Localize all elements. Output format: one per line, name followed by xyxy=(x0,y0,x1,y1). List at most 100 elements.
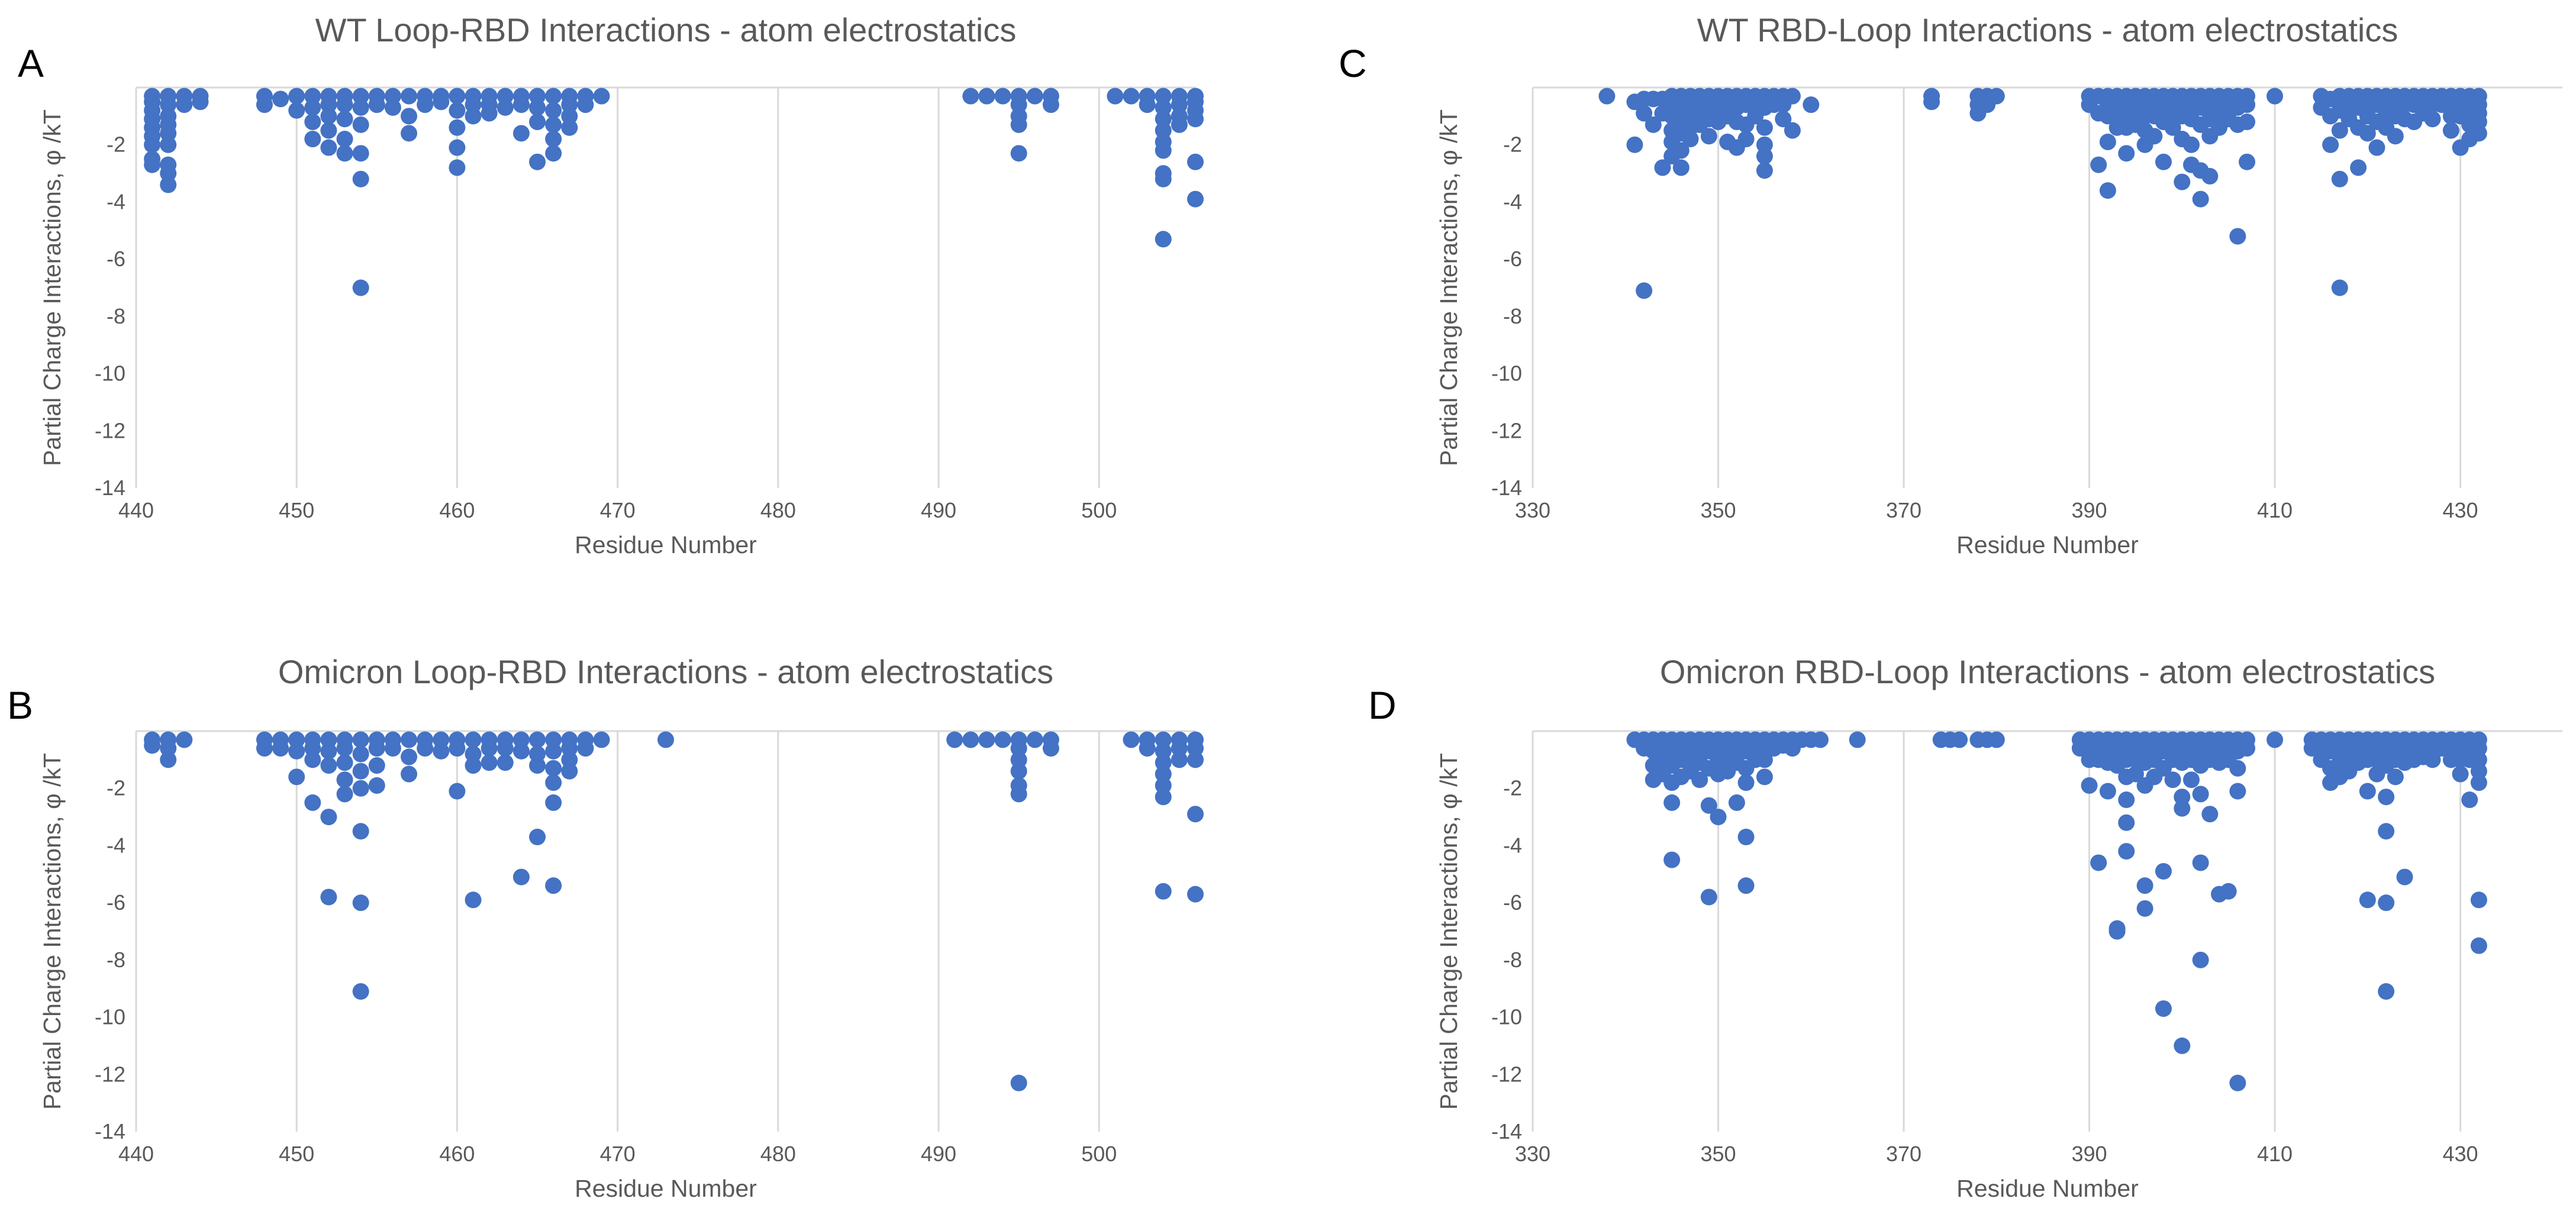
point-c-216 xyxy=(2470,114,2487,131)
point-b-30 xyxy=(352,780,369,797)
point-a-43 xyxy=(352,116,369,133)
point-a-115 xyxy=(1171,96,1188,114)
point-c-121 xyxy=(2174,173,2191,190)
point-c-152 xyxy=(2267,88,2284,105)
point-a-121 xyxy=(1187,111,1204,128)
point-a-122 xyxy=(1187,153,1204,170)
point-c-85 xyxy=(2099,133,2116,150)
point-a-27 xyxy=(304,88,321,105)
point-b-103 xyxy=(1155,789,1172,806)
point-b-88 xyxy=(1010,762,1027,780)
point-c-68 xyxy=(1803,96,1820,114)
point-b-87 xyxy=(1010,751,1027,768)
point-a-24 xyxy=(272,91,289,108)
point-a-13 xyxy=(160,125,177,142)
point-d-200 xyxy=(2387,768,2404,786)
point-a-28 xyxy=(304,99,321,116)
point-a-48 xyxy=(368,96,385,114)
point-b-94 xyxy=(1042,740,1059,757)
point-a-53 xyxy=(401,125,418,142)
point-d-33 xyxy=(1700,888,1717,906)
x-tick-label-b-480: 480 xyxy=(760,1142,796,1166)
point-a-85 xyxy=(561,108,578,125)
point-b-102 xyxy=(1155,777,1172,794)
point-d-233 xyxy=(2470,937,2487,954)
point-c-35 xyxy=(1700,128,1717,145)
point-d-129 xyxy=(2174,800,2191,817)
point-b-109 xyxy=(1187,740,1204,757)
point-a-16 xyxy=(160,165,177,182)
point-b-42 xyxy=(401,765,418,783)
point-b-35 xyxy=(368,740,385,757)
y-axis-title-d: Partial Charge Interactions, φ /kT xyxy=(1435,753,1462,1110)
point-b-78 xyxy=(577,740,594,757)
point-b-59 xyxy=(496,754,514,771)
chart-title-c: WT RBD-Loop Interactions - atom electros… xyxy=(1697,11,2398,49)
point-a-33 xyxy=(320,108,337,125)
point-a-64 xyxy=(465,96,482,114)
point-a-72 xyxy=(512,96,530,114)
point-a-39 xyxy=(336,131,353,148)
point-d-124 xyxy=(2164,771,2181,789)
panel-letter-b: B xyxy=(7,683,33,727)
point-a-94 xyxy=(1010,96,1027,114)
y-tick-label-a--6: -6 xyxy=(107,247,125,271)
point-b-66 xyxy=(529,828,546,845)
point-d-140 xyxy=(2192,951,2209,968)
point-b-68 xyxy=(545,742,562,760)
point-d-155 xyxy=(2229,760,2246,777)
point-d-204 xyxy=(2396,868,2413,886)
point-d-193 xyxy=(2378,789,2395,806)
point-b-98 xyxy=(1155,731,1172,748)
point-b-71 xyxy=(545,794,562,811)
point-d-105 xyxy=(2127,765,2144,783)
point-d-160 xyxy=(2267,731,2284,748)
y-axis-title-c: Partial Charge Interactions, φ /kT xyxy=(1435,109,1462,466)
x-tick-label-b-490: 490 xyxy=(921,1142,956,1166)
point-c-60 xyxy=(1756,162,1773,179)
point-a-75 xyxy=(529,99,546,116)
point-c-27 xyxy=(1682,131,1699,148)
x-tick-label-c-370: 370 xyxy=(1886,498,1921,522)
point-b-14 xyxy=(304,740,321,757)
point-d-32 xyxy=(1700,797,1717,814)
point-c-51 xyxy=(1737,131,1755,148)
point-d-99 xyxy=(2118,791,2135,809)
y-tick-label-b--8: -8 xyxy=(107,948,125,972)
y-tick-label-b--12: -12 xyxy=(95,1062,125,1086)
point-a-100 xyxy=(1042,96,1059,114)
point-d-69 xyxy=(1849,731,1866,748)
point-a-105 xyxy=(1155,88,1172,105)
point-d-130 xyxy=(2174,1037,2191,1054)
point-a-91 xyxy=(978,88,995,105)
point-a-73 xyxy=(512,125,530,142)
point-b-75 xyxy=(561,751,578,768)
point-c-59 xyxy=(1756,148,1773,165)
point-a-68 xyxy=(481,105,498,122)
chart-title-b: Omicron Loop-RBD Interactions - atom ele… xyxy=(278,653,1053,690)
point-d-52 xyxy=(1737,877,1755,894)
point-a-45 xyxy=(352,170,369,188)
point-c-149 xyxy=(2239,96,2256,114)
point-b-56 xyxy=(481,754,498,771)
point-d-228 xyxy=(2470,740,2487,757)
point-a-88 xyxy=(577,96,594,114)
point-d-85 xyxy=(2090,854,2107,871)
point-c-150 xyxy=(2239,114,2256,131)
point-a-89 xyxy=(593,88,610,105)
point-a-81 xyxy=(545,131,562,148)
point-a-82 xyxy=(545,145,562,162)
point-b-37 xyxy=(368,777,385,794)
point-a-84 xyxy=(561,96,578,114)
y-tick-label-c--10: -10 xyxy=(1491,361,1522,386)
point-a-17 xyxy=(160,176,177,193)
point-a-96 xyxy=(1010,116,1027,133)
point-b-33 xyxy=(352,983,369,1000)
y-tick-label-b--14: -14 xyxy=(95,1119,125,1143)
point-c-157 xyxy=(2322,136,2339,153)
point-a-57 xyxy=(433,93,450,111)
y-tick-label-c--14: -14 xyxy=(1491,476,1522,500)
point-b-15 xyxy=(304,751,321,768)
y-tick-label-a--10: -10 xyxy=(95,361,125,386)
point-c-10 xyxy=(1654,159,1671,176)
